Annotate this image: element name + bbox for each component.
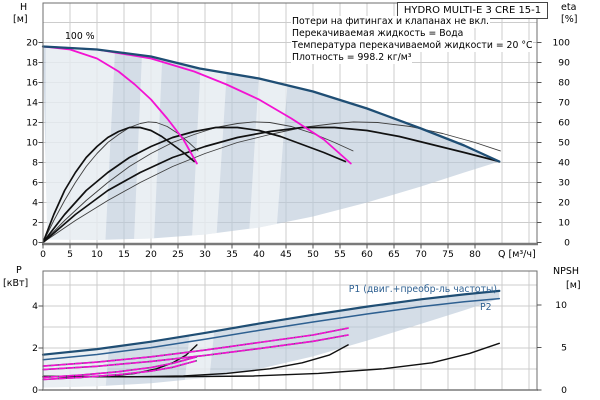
svg-text:2: 2: [32, 218, 38, 229]
svg-text:14: 14: [26, 98, 38, 109]
svg-text:20: 20: [145, 249, 157, 260]
svg-text:15: 15: [118, 249, 130, 260]
npsh-axis-name: NPSH: [553, 266, 580, 277]
svg-text:45: 45: [280, 249, 292, 260]
svg-text:0: 0: [40, 249, 46, 260]
svg-text:0: 0: [561, 385, 567, 396]
svg-text:65: 65: [388, 249, 400, 260]
svg-text:60: 60: [558, 118, 570, 129]
svg-text:10: 10: [555, 300, 567, 311]
info-line-losses: Потери на фитингах и клапанах не вкл.: [291, 16, 491, 28]
p2-curve-label: P2: [480, 302, 492, 313]
svg-text:50: 50: [558, 138, 570, 149]
svg-text:4: 4: [32, 301, 38, 312]
svg-text:10: 10: [558, 218, 570, 229]
svg-text:2: 2: [32, 343, 38, 354]
svg-text:16: 16: [26, 78, 38, 89]
svg-text:20: 20: [26, 38, 38, 49]
svg-text:6: 6: [32, 178, 38, 189]
eta-axis-name: eta: [561, 2, 577, 13]
h-axis-name: H: [20, 2, 28, 13]
svg-text:90: 90: [558, 58, 570, 69]
svg-text:12: 12: [26, 118, 38, 129]
q-axis-unit: Q [м³/ч]: [498, 249, 536, 260]
svg-text:40: 40: [253, 249, 265, 260]
svg-text:30: 30: [199, 249, 211, 260]
svg-text:40: 40: [558, 158, 570, 169]
svg-text:70: 70: [558, 98, 570, 109]
svg-text:35: 35: [226, 249, 238, 260]
p-axis-name: P: [16, 265, 22, 276]
info-block: Потери на фитингах и клапанах не вкл. Пе…: [291, 16, 534, 64]
svg-text:5: 5: [67, 249, 73, 260]
svg-text:100: 100: [552, 38, 570, 49]
speed-100pct-label: 100 %: [65, 31, 95, 42]
h-axis-unit: [м]: [13, 14, 28, 25]
svg-text:5: 5: [561, 343, 567, 354]
npsh-axis-unit: [м]: [566, 280, 581, 291]
svg-text:80: 80: [469, 249, 481, 260]
svg-text:55: 55: [334, 249, 346, 260]
info-line-density: Плотность = 998.2 кг/м³: [291, 51, 413, 64]
svg-text:0: 0: [32, 238, 38, 249]
svg-text:4: 4: [32, 198, 38, 209]
svg-text:0: 0: [564, 238, 570, 249]
svg-text:25: 25: [172, 249, 184, 260]
info-line-liquid: Перекачиваемая жидкость = Вода: [291, 27, 465, 40]
info-line-temperature: Температура перекачиваемой жидкости = 20…: [291, 39, 534, 52]
svg-text:60: 60: [361, 249, 373, 260]
p1-curve-label: P1 (двиг.+преобр-ль частоты): [348, 284, 497, 295]
svg-text:8: 8: [32, 158, 38, 169]
svg-text:0: 0: [32, 385, 38, 396]
eta-axis-unit: [%]: [561, 14, 578, 25]
svg-text:50: 50: [307, 249, 319, 260]
svg-text:30: 30: [558, 178, 570, 189]
svg-text:10: 10: [91, 249, 103, 260]
svg-text:75: 75: [442, 249, 454, 260]
svg-text:18: 18: [26, 58, 38, 69]
svg-text:20: 20: [558, 198, 570, 209]
svg-text:10: 10: [26, 138, 38, 149]
svg-text:80: 80: [558, 78, 570, 89]
svg-text:70: 70: [415, 249, 427, 260]
p-axis-unit: [кВт]: [3, 278, 29, 289]
